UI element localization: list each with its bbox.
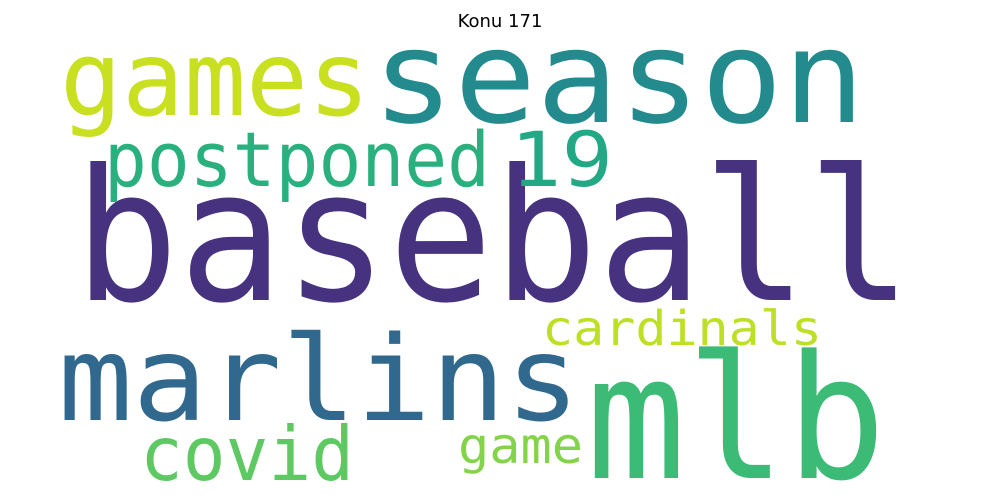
word-marlins: marlins bbox=[58, 310, 580, 448]
word-game: game bbox=[458, 417, 583, 475]
word-baseball: baseball bbox=[74, 131, 912, 344]
word-season: season bbox=[372, 3, 865, 153]
wordcloud-title: Konu 171 bbox=[457, 11, 543, 32]
word-covid: covid bbox=[140, 410, 354, 498]
word-postponed: postponed bbox=[104, 115, 490, 204]
word-mlb: mlb bbox=[586, 318, 886, 500]
word-cardinals: cardinals bbox=[542, 301, 822, 357]
word-games: games bbox=[60, 20, 370, 140]
word-19: 19 bbox=[510, 115, 613, 204]
